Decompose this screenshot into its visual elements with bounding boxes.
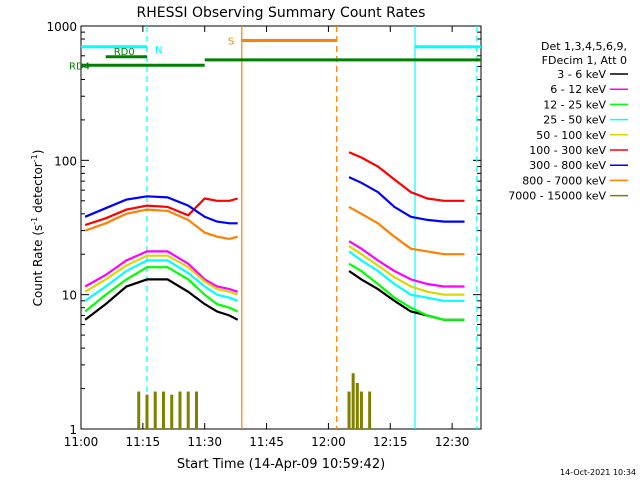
- x-tick-label: 11:45: [249, 435, 284, 449]
- x-tick-label: 11:30: [187, 435, 222, 449]
- legend-label: 3 - 6 keV: [557, 68, 606, 81]
- series-line: [84, 195, 238, 225]
- x-tick-label: 12:15: [373, 435, 408, 449]
- y-tick-label: 100: [54, 154, 77, 168]
- legend-label: 100 - 300 keV: [529, 144, 606, 157]
- annotation-label: RD0: [114, 47, 135, 58]
- legend-label: 50 - 100 keV: [536, 129, 606, 142]
- y-axis-label: Count Rate (s-1 detector-1): [30, 150, 45, 307]
- annotation-label: S: [228, 36, 234, 47]
- series-line: [84, 197, 238, 227]
- series-line: [84, 208, 238, 241]
- y-axis-label-part: ): [31, 150, 45, 155]
- annotation-label: N: [155, 45, 162, 56]
- series-line: [84, 266, 239, 313]
- series-line: [84, 278, 239, 321]
- series-line: [348, 176, 465, 223]
- series-line: [84, 250, 239, 293]
- y-tick-label: 10: [62, 289, 77, 303]
- legend-header-line: Det 1,3,4,5,6,9,: [541, 40, 627, 53]
- legend-label: 25 - 50 keV: [543, 114, 606, 127]
- series-line: [84, 254, 239, 296]
- y-tick-label: 1: [69, 423, 77, 437]
- series-line: [84, 259, 239, 302]
- annotation-label: RD4: [69, 61, 90, 72]
- series-line: [348, 262, 465, 321]
- legend-label: 800 - 7000 keV: [522, 174, 606, 187]
- legend-header-line: FDecim 1, Att 0: [542, 54, 627, 67]
- series-line: [348, 250, 465, 302]
- x-tick-label: 12:00: [311, 435, 346, 449]
- plot-area: [80, 25, 482, 430]
- legend-label: 12 - 25 keV: [543, 98, 606, 111]
- y-axis-label-sup: -1: [30, 217, 39, 225]
- series-line: [348, 245, 465, 296]
- y-axis-label-part: Count Rate (s: [31, 225, 45, 307]
- x-tick-label: 11:15: [126, 435, 161, 449]
- legend-label: 300 - 800 keV: [529, 159, 606, 172]
- series-line: [348, 205, 465, 256]
- footer-timestamp: 14-Oct-2021 10:34: [560, 468, 636, 477]
- legend-label: 7000 - 15000 keV: [508, 190, 606, 203]
- chart-title: RHESSI Observing Summary Count Rates: [137, 5, 426, 21]
- x-axis-label: Start Time (14-Apr-09 10:59:42): [177, 457, 385, 472]
- x-tick-label: 12:30: [435, 435, 470, 449]
- y-axis-label-sup: -1: [30, 154, 39, 162]
- series-line: [348, 240, 465, 288]
- series-line: [348, 151, 465, 202]
- y-tick-label: 1000: [46, 20, 77, 34]
- legend-label: 6 - 12 keV: [550, 83, 606, 96]
- y-axis-label-part: detector: [31, 162, 45, 217]
- x-tick-label: 11:00: [64, 435, 99, 449]
